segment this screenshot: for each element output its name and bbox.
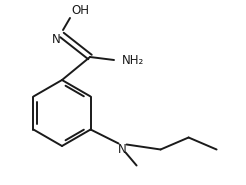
Text: N: N (52, 33, 60, 46)
Text: NH₂: NH₂ (122, 53, 144, 66)
Text: N: N (118, 143, 127, 156)
Text: OH: OH (71, 4, 89, 16)
